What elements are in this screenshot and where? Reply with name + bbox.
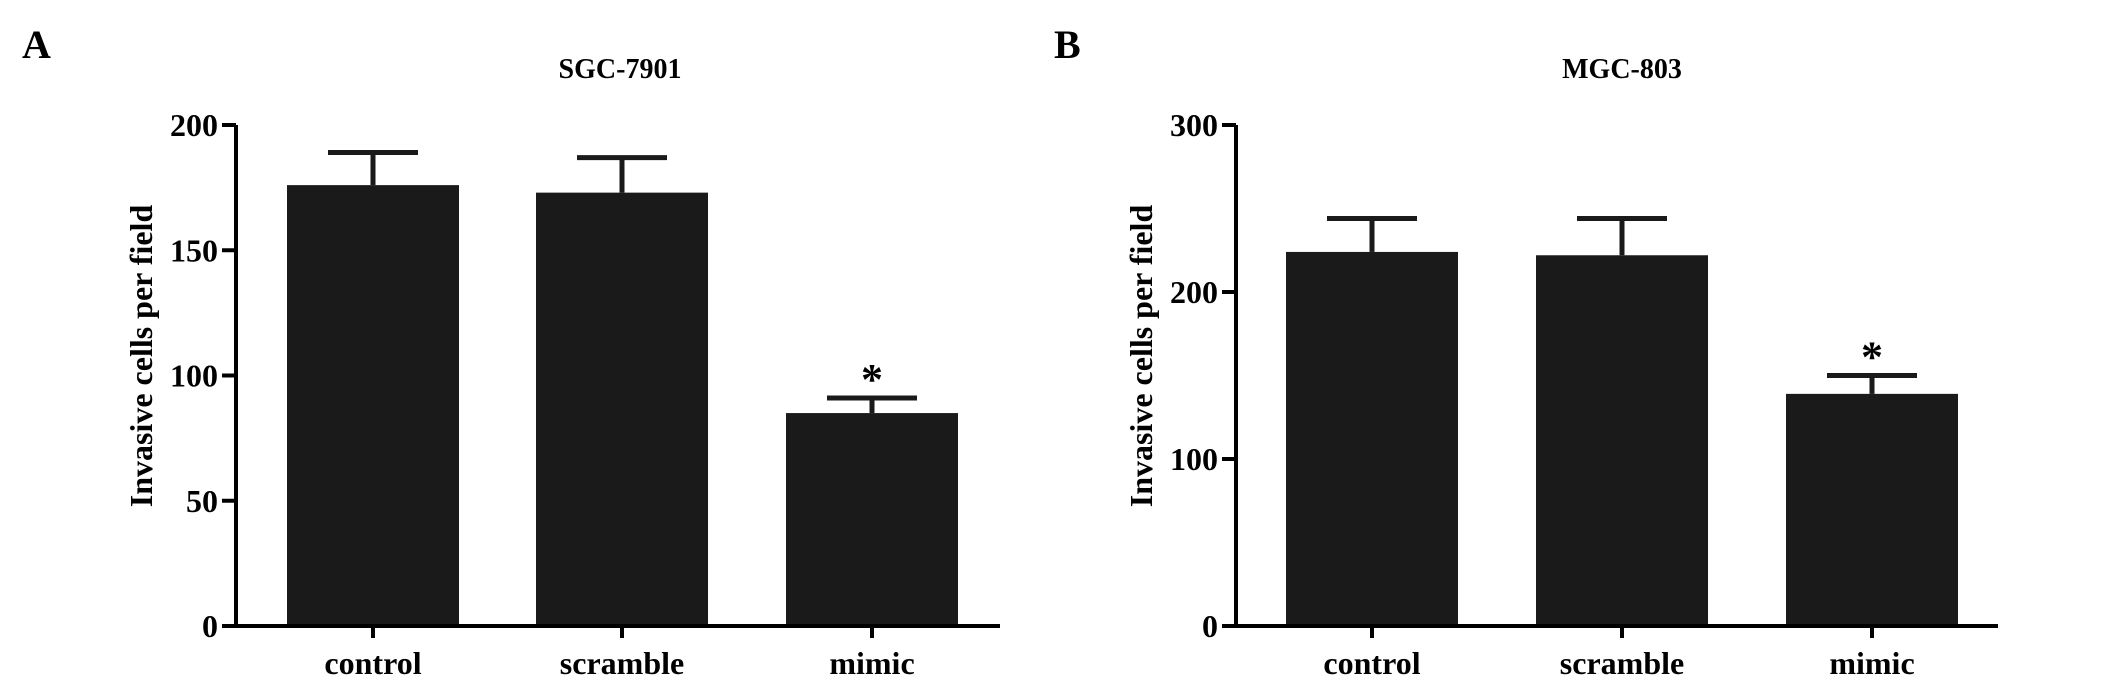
y-tick-label-a-150: 150 [170,232,218,268]
y-tick-label-b-0: 0 [1202,608,1218,644]
y-ticks-b: 0 100 200 300 [1170,107,1236,644]
x-tick-label-a-mimic: mimic [829,645,914,681]
y-tick-label-a-50: 50 [186,483,218,519]
x-tick-label-b-mimic: mimic [1829,645,1914,681]
bars-b [1286,251,1958,627]
chart-title-a: SGC-7901 [559,54,682,85]
x-tick-label-a-scramble: scramble [560,645,684,681]
significance-star-b-mimic: * [1861,333,1883,382]
bars-a [287,185,958,626]
y-tick-label-b-200: 200 [1170,274,1218,310]
x-tick-label-b-scramble: scramble [1560,645,1684,681]
bar-a-mimic [786,413,958,626]
x-tick-label-b-control: control [1323,645,1420,681]
panel-letter-b: B [1054,22,1081,67]
bar-b-control [1286,251,1458,627]
annotations-a: * [861,355,883,404]
y-tick-label-b-300: 300 [1170,107,1218,143]
y-tick-label-b-100: 100 [1170,441,1218,477]
error-bars-b [1327,216,1917,394]
x-tick-label-a-control: control [324,645,421,681]
x-ticks-b: control scramble mimic [1323,626,1915,681]
bar-b-mimic [1786,393,1958,626]
significance-star-a-mimic: * [861,355,883,404]
y-axis-title-b: Invasive cells per field [1123,205,1159,508]
y-tick-label-a-0: 0 [202,608,218,644]
y-tick-label-a-200: 200 [170,107,218,143]
y-ticks-a: 0 50 100 150 200 [170,107,236,644]
x-ticks-a: control scramble mimic [324,626,915,681]
y-tick-label-a-100: 100 [170,358,218,394]
panel-a: A SGC-7901 Invasive cells per field 0 50 1… [22,22,1000,681]
annotations-b: * [1861,333,1883,382]
error-bars-a [328,150,917,414]
chart-title-b: MGC-803 [1562,54,1682,85]
bar-a-control [287,185,459,626]
panel-letter-a: A [22,22,51,67]
y-axis-title-a: Invasive cells per field [123,205,159,508]
bar-a-scramble [536,192,708,626]
bar-b-scramble [1536,255,1708,626]
panel-b: B MGC-803 Invasive cells per field 0 100 2… [1054,22,1998,681]
